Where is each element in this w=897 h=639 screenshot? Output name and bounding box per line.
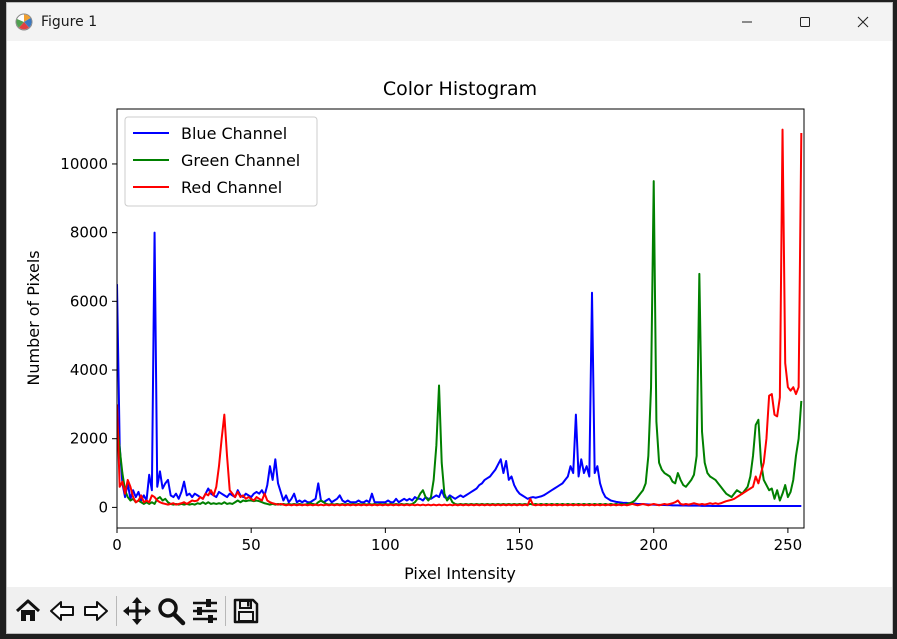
save-button[interactable] <box>229 594 263 628</box>
save-icon <box>233 598 259 624</box>
axes-frame <box>116 108 805 529</box>
x-tick-label: 200 <box>639 536 668 554</box>
toolbar-separator <box>225 596 226 626</box>
y-tick-label: 8000 <box>70 224 108 242</box>
zoom-button[interactable] <box>154 594 188 628</box>
x-tick-label: 100 <box>371 536 400 554</box>
toolbar-separator <box>116 596 117 626</box>
y-axis-label: Number of Pixels <box>24 250 43 385</box>
minimize-icon <box>742 21 752 23</box>
y-tick-label: 10000 <box>60 155 108 173</box>
legend-label: Green Channel <box>181 151 300 170</box>
histogram-chart: Color Histogram 0 50 100 150 200 250 0 2000 400… <box>24 78 805 583</box>
x-axis-ticks: 0 50 100 150 200 250 <box>112 528 802 554</box>
x-axis-label: Pixel Intensity <box>404 564 516 583</box>
x-tick-label: 250 <box>774 536 803 554</box>
close-button[interactable] <box>834 3 892 41</box>
configure-icon <box>193 599 217 623</box>
maximize-button[interactable] <box>776 3 834 41</box>
maximize-icon <box>800 17 810 27</box>
window-title: Figure 1 <box>41 14 98 30</box>
legend-box <box>124 116 318 207</box>
y-axis-ticks: 0 2000 4000 6000 8000 10000 <box>60 155 117 516</box>
configure-subplots-button[interactable] <box>188 594 222 628</box>
y-tick-label: 4000 <box>70 361 108 379</box>
minimize-button[interactable] <box>718 3 776 41</box>
window-controls <box>718 3 892 41</box>
navigation-toolbar <box>7 587 892 633</box>
title-bar: Figure 1 <box>7 3 892 41</box>
pan-icon <box>123 597 151 625</box>
back-button[interactable] <box>45 594 79 628</box>
legend: Blue Channel Green Channel Red Channel <box>124 116 318 207</box>
zoom-icon <box>158 598 186 626</box>
forward-icon <box>84 601 108 621</box>
x-tick-label: 0 <box>112 536 122 554</box>
plot-lines <box>117 128 803 508</box>
back-icon <box>50 601 74 621</box>
x-tick-label: 150 <box>505 536 534 554</box>
matplotlib-app-icon <box>15 13 33 31</box>
figure-canvas[interactable]: Color Histogram 0 50 100 150 200 250 0 2000 400… <box>7 41 892 587</box>
forward-button[interactable] <box>79 594 113 628</box>
chart-title: Color Histogram <box>383 78 537 100</box>
series-line-blue-channel <box>117 231 802 508</box>
figure-window: Figure 1 Color Histogram 0 50 100 150 200 250… <box>6 2 893 634</box>
legend-label: Red Channel <box>181 178 282 197</box>
series-line-red-channel <box>117 128 803 507</box>
y-tick-label: 6000 <box>70 292 108 310</box>
close-icon <box>857 16 869 28</box>
home-button[interactable] <box>11 594 45 628</box>
y-tick-label: 2000 <box>70 430 108 448</box>
home-icon <box>15 599 41 621</box>
y-tick-label: 0 <box>98 498 108 516</box>
legend-label: Blue Channel <box>181 124 287 143</box>
pan-button[interactable] <box>120 594 154 628</box>
x-tick-label: 50 <box>242 536 261 554</box>
